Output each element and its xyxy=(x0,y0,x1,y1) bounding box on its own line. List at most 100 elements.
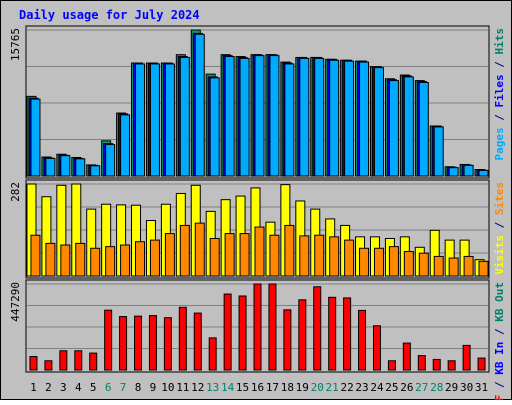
bar-kb-f-day-11 xyxy=(178,306,187,371)
bar-kb-f-day-21 xyxy=(328,296,337,371)
bar-pages-day-19 xyxy=(299,57,310,177)
bar-sites-day-30 xyxy=(463,255,474,277)
bar-kb-f-day-14 xyxy=(223,293,232,371)
panel-hits-legend: Pages / Files / Hits xyxy=(493,28,506,161)
x-tick-label: 17 xyxy=(266,381,279,394)
y-max-label: 282 xyxy=(9,182,22,202)
bar-sites-day-21 xyxy=(329,236,340,277)
bar-kb-f-day-22 xyxy=(343,297,352,371)
x-tick-label: 3 xyxy=(60,381,67,394)
bar-kb-f-day-16 xyxy=(253,283,262,371)
bar-kb-f-day-4 xyxy=(74,350,83,371)
bar-sites-day-28 xyxy=(433,255,444,277)
x-tick-label: 7 xyxy=(120,381,127,394)
legend-entry: / xyxy=(493,108,506,128)
panel-visits: 282 Visits / Sites xyxy=(9,179,506,279)
x-tick-label: 13 xyxy=(206,381,219,394)
bar-kb-f-day-13 xyxy=(208,337,217,371)
panel-visits-legend: Visits / Sites xyxy=(493,182,506,275)
bar-pages-day-22 xyxy=(344,60,355,177)
bar-kb-f-day-27 xyxy=(417,355,426,371)
bar-sites-day-27 xyxy=(418,252,429,277)
x-tick-label: 9 xyxy=(150,381,157,394)
x-tick-label: 31 xyxy=(475,381,488,394)
bar-pages-day-6 xyxy=(105,144,116,177)
bar-pages-day-14 xyxy=(224,56,235,177)
chart-panels: 15765 Pages / Files / Hits 282 Visits / Sit… xyxy=(9,25,506,405)
bar-pages-day-11 xyxy=(179,56,190,177)
bar-pages-day-8 xyxy=(135,63,146,177)
x-tick-label: 8 xyxy=(135,381,142,394)
bar-pages-day-5 xyxy=(90,165,101,177)
bar-sites-day-11 xyxy=(179,224,190,277)
x-tick-label: 30 xyxy=(460,381,473,394)
bar-sites-day-26 xyxy=(403,251,414,277)
y-max-label: 447290 xyxy=(9,282,22,322)
x-tick-label: 6 xyxy=(105,381,112,394)
legend-entry: / xyxy=(493,55,506,75)
bar-pages-day-27 xyxy=(418,81,429,177)
bar-pages-day-7 xyxy=(120,114,131,177)
bar-kb-f-day-7 xyxy=(119,316,128,371)
bar-sites-day-23 xyxy=(359,247,370,277)
bar-sites-day-2 xyxy=(45,242,56,277)
legend-entry: Visits xyxy=(493,235,506,275)
bar-sites-day-17 xyxy=(269,234,280,277)
bar-sites-day-19 xyxy=(299,235,310,277)
panel-kbytes-legend: KB F / KB In / KB Out xyxy=(493,282,506,400)
bar-pages-day-15 xyxy=(239,57,250,177)
bar-pages-day-2 xyxy=(45,157,56,177)
bar-sites-day-31 xyxy=(478,260,489,277)
bar-pages-day-9 xyxy=(149,63,160,177)
legend-entry: / xyxy=(493,375,506,395)
bar-sites-day-6 xyxy=(105,246,116,277)
bar-sites-day-25 xyxy=(388,246,399,277)
bar-sites-day-4 xyxy=(75,242,86,277)
x-tick-label: 2 xyxy=(45,381,52,394)
bar-pages-day-17 xyxy=(269,55,280,177)
bar-sites-day-13 xyxy=(209,237,220,277)
bar-kb-f-day-24 xyxy=(372,325,381,371)
x-tick-label: 25 xyxy=(385,381,398,394)
bar-sites-day-10 xyxy=(164,233,175,277)
bar-kb-f-day-29 xyxy=(447,360,456,371)
bar-sites-day-1 xyxy=(30,234,41,277)
bar-pages-day-10 xyxy=(164,63,175,177)
bar-pages-day-3 xyxy=(60,155,71,177)
panel-hits: 15765 Pages / Files / Hits xyxy=(9,25,506,179)
y-max-label: 15765 xyxy=(9,28,22,61)
bar-kb-f-day-12 xyxy=(193,312,202,371)
x-tick-label: 22 xyxy=(340,381,353,394)
bar-pages-day-24 xyxy=(373,67,384,177)
bar-sites-day-18 xyxy=(284,224,295,277)
panel-kbytes: 447290 KB F / KB In / KB Out xyxy=(9,279,506,405)
bar-kb-f-day-6 xyxy=(104,309,113,371)
bar-pages-day-31 xyxy=(478,169,489,177)
x-tick-label: 1 xyxy=(30,381,37,394)
bar-kb-f-day-3 xyxy=(59,350,68,371)
bar-pages-day-13 xyxy=(209,77,220,177)
x-tick-label: 18 xyxy=(281,381,294,394)
x-tick-label: 29 xyxy=(445,381,458,394)
legend-entry: Hits xyxy=(493,28,506,55)
legend-entry: / xyxy=(493,215,506,235)
bar-kb-f-day-31 xyxy=(477,357,486,371)
chart-title: Daily usage for July 2024 xyxy=(19,8,200,22)
bar-pages-day-1 xyxy=(30,98,41,177)
x-tick-label: 16 xyxy=(251,381,264,394)
bar-sites-day-15 xyxy=(239,233,250,277)
bar-pages-day-25 xyxy=(388,80,399,177)
bar-pages-day-26 xyxy=(403,76,414,177)
bar-pages-day-23 xyxy=(359,61,370,177)
bar-kb-f-day-19 xyxy=(298,299,307,371)
bar-kb-f-day-8 xyxy=(134,315,143,371)
bar-kb-f-day-5 xyxy=(89,352,98,371)
bar-kb-f-day-15 xyxy=(238,295,247,371)
x-tick-label: 24 xyxy=(370,381,384,394)
legend-entry: KB Out xyxy=(493,282,506,322)
legend-entry: Pages xyxy=(493,127,506,160)
x-tick-label: 14 xyxy=(221,381,235,394)
bar-kb-f-day-30 xyxy=(462,344,471,371)
